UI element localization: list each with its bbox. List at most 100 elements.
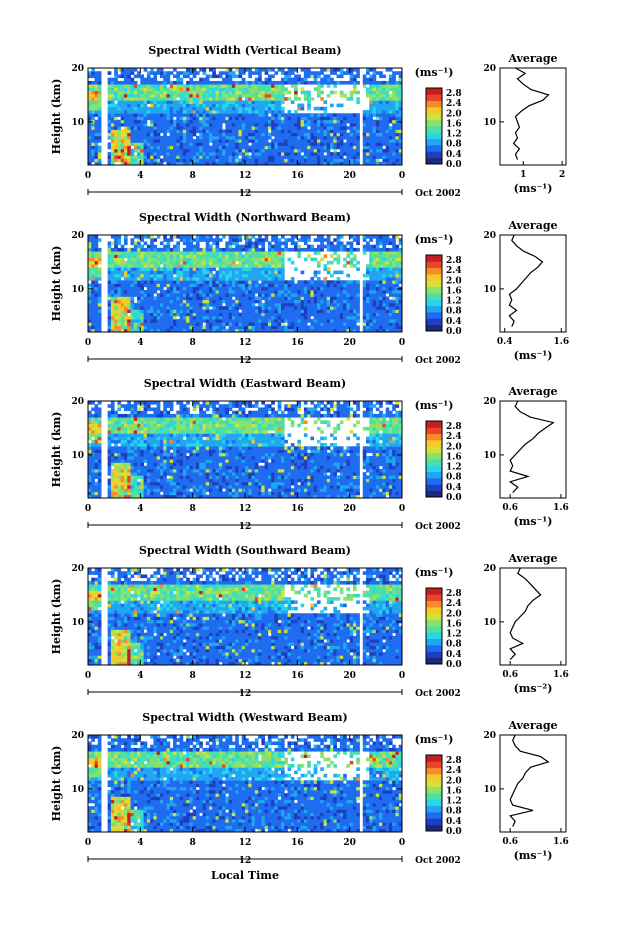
heatmap-cell bbox=[241, 139, 246, 143]
heatmap-cell bbox=[238, 135, 243, 140]
heatmap-cell bbox=[202, 277, 207, 281]
heatmap-cell bbox=[182, 119, 187, 124]
heatmap-cell bbox=[336, 122, 341, 127]
heatmap-cell bbox=[261, 87, 266, 92]
heatmap-cell bbox=[313, 302, 318, 307]
heatmap-cell bbox=[94, 238, 99, 242]
heatmap-cell bbox=[294, 132, 298, 137]
heatmap-cell bbox=[231, 113, 236, 117]
heatmap-cell bbox=[258, 152, 262, 156]
heatmap-cell bbox=[277, 145, 282, 150]
heatmap-cell bbox=[316, 142, 321, 146]
heatmap-cell bbox=[140, 116, 144, 121]
heatmap-cell bbox=[228, 254, 233, 259]
heatmap-cell bbox=[280, 84, 285, 88]
heatmap-cell bbox=[228, 235, 233, 239]
heatmap-cell bbox=[297, 152, 301, 156]
heatmap-cell bbox=[156, 280, 161, 284]
heatmap-cell bbox=[163, 103, 167, 108]
heatmap-cell bbox=[392, 80, 396, 85]
heatmap-cell bbox=[238, 273, 243, 278]
heatmap-cell bbox=[290, 286, 295, 291]
heatmap-cell bbox=[130, 319, 135, 323]
heatmap-cell bbox=[120, 145, 125, 150]
heatmap-cell bbox=[313, 116, 318, 121]
heatmap-cell bbox=[274, 325, 279, 330]
heatmap-cell bbox=[366, 286, 370, 291]
heatmap-cell bbox=[258, 129, 262, 134]
heatmap-cell bbox=[159, 142, 164, 146]
heatmap-cell bbox=[261, 80, 266, 85]
heatmap-cell bbox=[192, 251, 197, 255]
heatmap-cell bbox=[300, 103, 305, 108]
heatmap-cell bbox=[123, 264, 128, 268]
heatmap-cell bbox=[156, 293, 161, 297]
heatmap-cell bbox=[173, 277, 177, 281]
heatmap-cell bbox=[303, 158, 308, 163]
heatmap-cell bbox=[385, 97, 390, 101]
heatmap-cell bbox=[238, 251, 243, 255]
heatmap-cell bbox=[398, 273, 403, 278]
heatmap-cell bbox=[333, 283, 337, 288]
heatmap-cell bbox=[199, 315, 203, 320]
heatmap-cell bbox=[140, 106, 144, 111]
heatmap-cell bbox=[169, 247, 174, 252]
heatmap-cell bbox=[248, 260, 252, 265]
heatmap-cell bbox=[379, 84, 383, 88]
heatmap-cell bbox=[385, 306, 390, 310]
heatmap-cell bbox=[254, 84, 259, 88]
heatmap-cell bbox=[375, 319, 380, 323]
heatmap-cell bbox=[189, 116, 194, 121]
heatmap-cell bbox=[284, 116, 288, 121]
heatmap-cell bbox=[222, 90, 226, 95]
heatmap-cell bbox=[241, 280, 246, 284]
heatmap-cell bbox=[323, 254, 328, 259]
heatmap-cell bbox=[169, 113, 174, 117]
heatmap-cell bbox=[231, 251, 236, 255]
heatmap-cell bbox=[294, 84, 298, 88]
heatmap-cell bbox=[176, 264, 180, 268]
heatmap-cell bbox=[356, 155, 360, 159]
heatmap-cell bbox=[271, 293, 275, 297]
heatmap-cell bbox=[91, 71, 95, 75]
heatmap-cell bbox=[323, 68, 328, 72]
heatmap-cell bbox=[123, 247, 128, 252]
heatmap-cell bbox=[356, 296, 360, 301]
heatmap-cell bbox=[346, 241, 351, 246]
heatmap-cell bbox=[339, 289, 344, 294]
heatmap-cell bbox=[320, 315, 324, 320]
heatmap-cell bbox=[379, 152, 383, 156]
heatmap-cell bbox=[91, 155, 95, 159]
heatmap-cell bbox=[110, 260, 115, 265]
heatmap-cell bbox=[202, 293, 207, 297]
heatmap-cell bbox=[195, 309, 200, 313]
heatmap-cell bbox=[179, 238, 184, 242]
heatmap-cell bbox=[137, 110, 141, 114]
heatmap-cell bbox=[356, 100, 360, 104]
heatmap-cell bbox=[137, 257, 141, 262]
heatmap-cell bbox=[127, 93, 131, 98]
heatmap-cell bbox=[140, 148, 144, 153]
heatmap-cell bbox=[114, 289, 118, 294]
heatmap-cell bbox=[202, 132, 207, 137]
heatmap-cell bbox=[320, 325, 324, 330]
heatmap-cell bbox=[205, 93, 210, 98]
heatmap-cell bbox=[209, 270, 213, 275]
heatmap-cell bbox=[209, 135, 213, 140]
heatmap-cell bbox=[271, 309, 275, 313]
heatmap-cell bbox=[123, 152, 128, 156]
heatmap-cell bbox=[199, 238, 203, 242]
heatmap-cell bbox=[297, 286, 301, 291]
heatmap-cell bbox=[280, 280, 285, 284]
heatmap-cell bbox=[320, 289, 324, 294]
heatmap-cell bbox=[140, 84, 144, 88]
heatmap-cell bbox=[205, 158, 210, 163]
heatmap-cell bbox=[280, 273, 285, 278]
heatmap-cell bbox=[110, 247, 115, 252]
heatmap-cell bbox=[264, 161, 269, 166]
heatmap-cell bbox=[143, 77, 148, 82]
heatmap-cell bbox=[97, 302, 102, 307]
heatmap-cell bbox=[372, 110, 377, 114]
heatmap-cell bbox=[248, 322, 252, 326]
heatmap-cell bbox=[356, 325, 360, 330]
